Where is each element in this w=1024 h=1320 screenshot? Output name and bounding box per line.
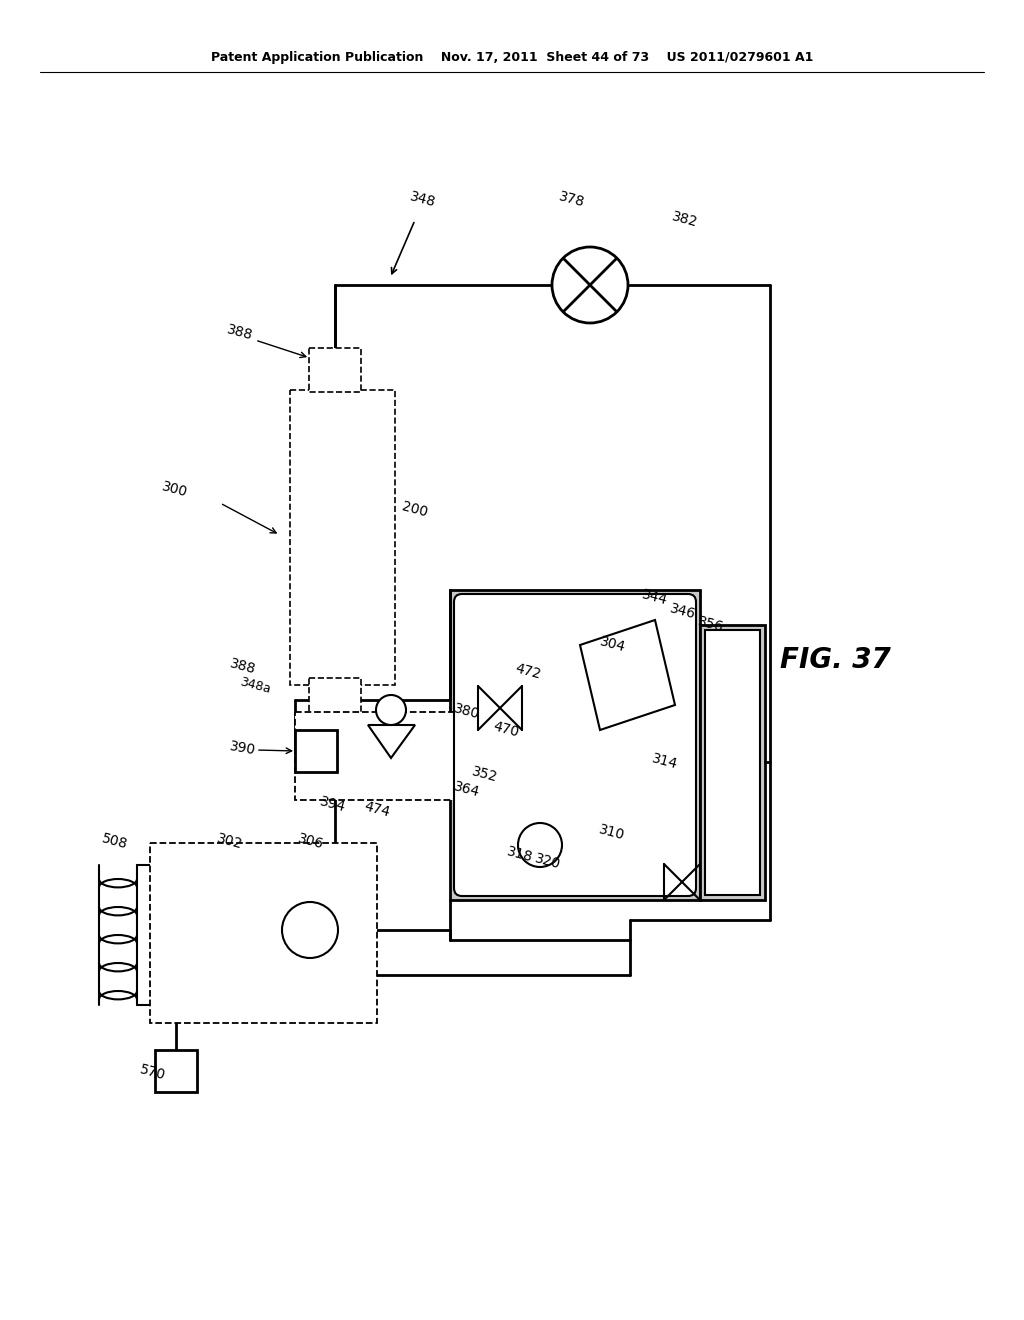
Text: 348: 348: [408, 190, 437, 210]
Text: 470: 470: [492, 719, 521, 741]
Circle shape: [376, 696, 406, 725]
Circle shape: [313, 352, 349, 388]
Bar: [295, 730, 337, 772]
Text: 310: 310: [597, 822, 626, 843]
Text: 304: 304: [598, 635, 627, 655]
Text: 378: 378: [557, 190, 586, 210]
Text: 352: 352: [470, 764, 499, 785]
Bar: [160, 858, 272, 1008]
Text: 300: 300: [160, 480, 189, 500]
Text: 508: 508: [100, 832, 129, 853]
Text: 344: 344: [640, 587, 669, 609]
Text: 346: 346: [668, 602, 697, 622]
Text: 356: 356: [696, 615, 725, 635]
Text: 200: 200: [400, 500, 429, 520]
Circle shape: [313, 682, 349, 718]
Circle shape: [321, 682, 357, 718]
Text: 394: 394: [318, 795, 347, 816]
Text: 318: 318: [505, 845, 535, 865]
Bar: [309, 678, 361, 722]
Text: 306: 306: [296, 832, 325, 853]
Bar: [290, 389, 395, 685]
Text: 390: 390: [228, 739, 256, 758]
Text: 570: 570: [138, 1063, 167, 1084]
Bar: [700, 624, 765, 900]
Bar: [155, 1049, 197, 1092]
Circle shape: [518, 822, 562, 867]
Polygon shape: [295, 395, 390, 680]
Text: 320: 320: [534, 851, 562, 873]
Text: 382: 382: [670, 210, 699, 230]
Bar: [450, 590, 700, 900]
Text: FIG. 37: FIG. 37: [780, 645, 891, 675]
Text: 380: 380: [452, 702, 481, 722]
Text: 314: 314: [650, 752, 679, 772]
Bar: [295, 711, 520, 800]
Bar: [170, 870, 262, 1001]
Circle shape: [282, 902, 338, 958]
Bar: [309, 348, 361, 392]
Text: 472: 472: [514, 661, 543, 682]
Circle shape: [552, 247, 628, 323]
Bar: [705, 630, 760, 895]
Text: 388: 388: [225, 323, 254, 343]
Circle shape: [321, 352, 357, 388]
Text: Patent Application Publication    Nov. 17, 2011  Sheet 44 of 73    US 2011/02796: Patent Application Publication Nov. 17, …: [211, 51, 813, 65]
Text: 302: 302: [215, 832, 244, 853]
Text: 474: 474: [362, 800, 392, 820]
Text: 388: 388: [228, 657, 257, 677]
Polygon shape: [580, 620, 675, 730]
Text: 348a: 348a: [238, 676, 271, 697]
Polygon shape: [368, 725, 415, 758]
Bar: [150, 843, 377, 1023]
FancyBboxPatch shape: [454, 594, 696, 896]
Text: 364: 364: [452, 780, 481, 800]
